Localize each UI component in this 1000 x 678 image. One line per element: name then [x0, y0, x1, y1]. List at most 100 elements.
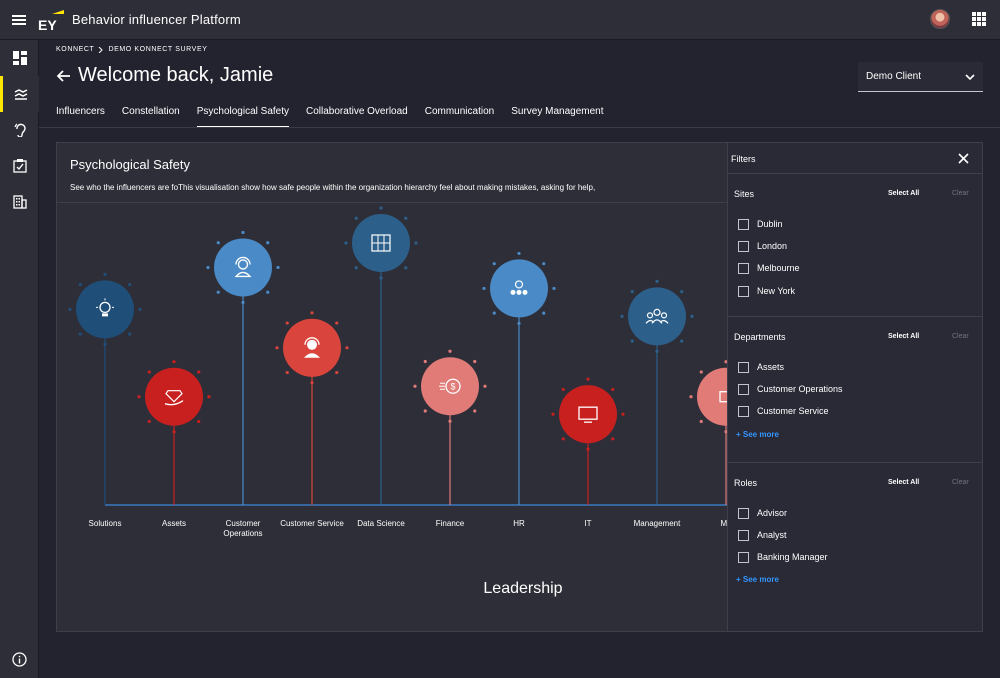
checkbox[interactable]	[738, 507, 749, 519]
checkbox[interactable]	[738, 529, 749, 541]
tab-collaborative-overload[interactable]: Collaborative Overload	[306, 106, 408, 117]
lollipop-bubble	[559, 385, 617, 444]
departments-select-all[interactable]: Select All	[888, 333, 920, 340]
rail-dashboard[interactable]	[0, 40, 39, 76]
checkbox[interactable]	[738, 383, 749, 395]
checkbox[interactable]	[738, 240, 749, 252]
halo-dot	[404, 266, 408, 270]
checkbox[interactable]	[738, 262, 749, 274]
lollipop-node-customer-operations[interactable]	[206, 230, 280, 305]
halo-dot	[354, 266, 358, 270]
sites-select-all[interactable]: Select All	[888, 190, 920, 197]
halo-dot	[147, 419, 151, 424]
halo-dot	[483, 384, 487, 388]
departments-see-more[interactable]: + See more	[736, 430, 779, 439]
back-arrow-icon[interactable]	[56, 68, 72, 84]
chart-canvas: $	[68, 206, 763, 506]
breadcrumb: KONNECT DEMO KONNECT SURVEY	[56, 46, 207, 53]
lollipop-node-it[interactable]	[551, 377, 625, 451]
category-label: Management	[633, 519, 681, 528]
app-title: Behavior influencer Platform	[72, 12, 241, 27]
lollipop-node-hr[interactable]	[482, 251, 556, 326]
tab-survey-management[interactable]: Survey Management	[511, 106, 604, 117]
halo-dot	[630, 290, 634, 294]
rail-survey[interactable]	[0, 148, 39, 184]
tab-influencers[interactable]: Influencers	[56, 106, 105, 117]
close-icon[interactable]	[957, 152, 970, 165]
halo-dot	[275, 346, 279, 350]
support-agent-icon	[304, 337, 320, 358]
roles-clear[interactable]: Clear	[952, 479, 969, 486]
lollipop-node-ma[interactable]	[689, 360, 763, 434]
lollipop-node-finance[interactable]: $	[413, 349, 487, 423]
monitor-icon	[578, 406, 598, 423]
checkbox[interactable]	[738, 551, 749, 563]
lollipop-node-customer-service[interactable]	[275, 311, 349, 385]
filter-option[interactable]: Assets	[738, 360, 784, 374]
client-select[interactable]: Demo Client	[858, 62, 983, 92]
roles-select-all[interactable]: Select All	[888, 479, 920, 486]
option-label: Customer Operations	[757, 384, 843, 394]
departments-clear[interactable]: Clear	[952, 333, 969, 340]
server-icon	[371, 234, 391, 252]
filter-option[interactable]: Analyst	[738, 528, 787, 542]
tab-constellation[interactable]: Constellation	[121, 106, 180, 117]
halo-dot	[699, 419, 703, 424]
halo-dot	[690, 314, 694, 318]
breadcrumb-survey[interactable]: DEMO KONNECT SURVEY	[108, 46, 208, 53]
halo-dot	[655, 349, 659, 353]
halo-dot	[78, 283, 82, 287]
dashboard-icon	[12, 51, 27, 65]
left-nav-rail	[0, 40, 39, 678]
halo-dot	[689, 395, 693, 399]
category-label: Finance	[435, 519, 465, 528]
user-avatar[interactable]	[930, 9, 950, 29]
app-grid-icon[interactable]	[972, 12, 986, 26]
tab-psychological-safety[interactable]: Psychological Safety	[196, 100, 290, 128]
halo-dot	[552, 286, 556, 291]
lollipop-node-assets[interactable]	[137, 360, 211, 434]
halo-dot	[172, 430, 176, 434]
checkbox[interactable]	[738, 361, 749, 373]
tab-communication[interactable]: Communication	[424, 106, 495, 117]
hamburger-menu-icon[interactable]	[12, 15, 26, 25]
roles-see-more[interactable]: + See more	[736, 575, 779, 584]
rail-insights[interactable]	[0, 76, 39, 112]
checkbox[interactable]	[738, 405, 749, 417]
info-icon[interactable]	[12, 652, 27, 667]
lollipop-bubble	[421, 357, 479, 416]
filter-option[interactable]: London	[738, 239, 787, 253]
halo-dot	[611, 437, 615, 441]
filter-option[interactable]: Customer Operations	[738, 382, 843, 396]
option-label: New York	[757, 286, 796, 296]
checkbox[interactable]	[738, 218, 749, 230]
sites-clear[interactable]: Clear	[952, 190, 969, 197]
halo-dot	[423, 409, 427, 413]
halo-dot	[128, 283, 132, 287]
lightbulb-gear-icon	[96, 298, 114, 317]
filter-option[interactable]: New York	[738, 284, 795, 298]
filter-option[interactable]: Melbourne	[738, 261, 800, 275]
filter-sites-title: Sites	[734, 189, 755, 199]
halo-dot	[285, 370, 289, 375]
money-icon: $	[439, 378, 461, 394]
rail-listening[interactable]	[0, 112, 39, 148]
lollipop-node-management[interactable]	[620, 279, 694, 353]
lollipop-node-solutions[interactable]	[68, 272, 142, 346]
filters-panel: Filters Sites Select All Clear Dublin Lo…	[727, 143, 982, 631]
halo-dot	[354, 216, 358, 220]
filter-option[interactable]: Customer Service	[738, 404, 829, 418]
halo-dot	[379, 206, 383, 210]
breadcrumb-konnect[interactable]: KONNECT	[56, 46, 95, 53]
halo-dot	[413, 384, 417, 388]
filter-option[interactable]: Advisor	[738, 506, 787, 520]
halo-dot	[680, 339, 684, 343]
checkbox[interactable]	[738, 285, 749, 297]
halo-dot	[206, 265, 210, 270]
halo-dot	[103, 272, 107, 276]
filter-option[interactable]: Dublin	[738, 217, 783, 231]
lollipop-node-data-science[interactable]	[344, 206, 418, 280]
rail-organization[interactable]	[0, 184, 39, 220]
halo-dot	[620, 314, 624, 318]
filter-option[interactable]: Banking Manager	[738, 550, 828, 564]
